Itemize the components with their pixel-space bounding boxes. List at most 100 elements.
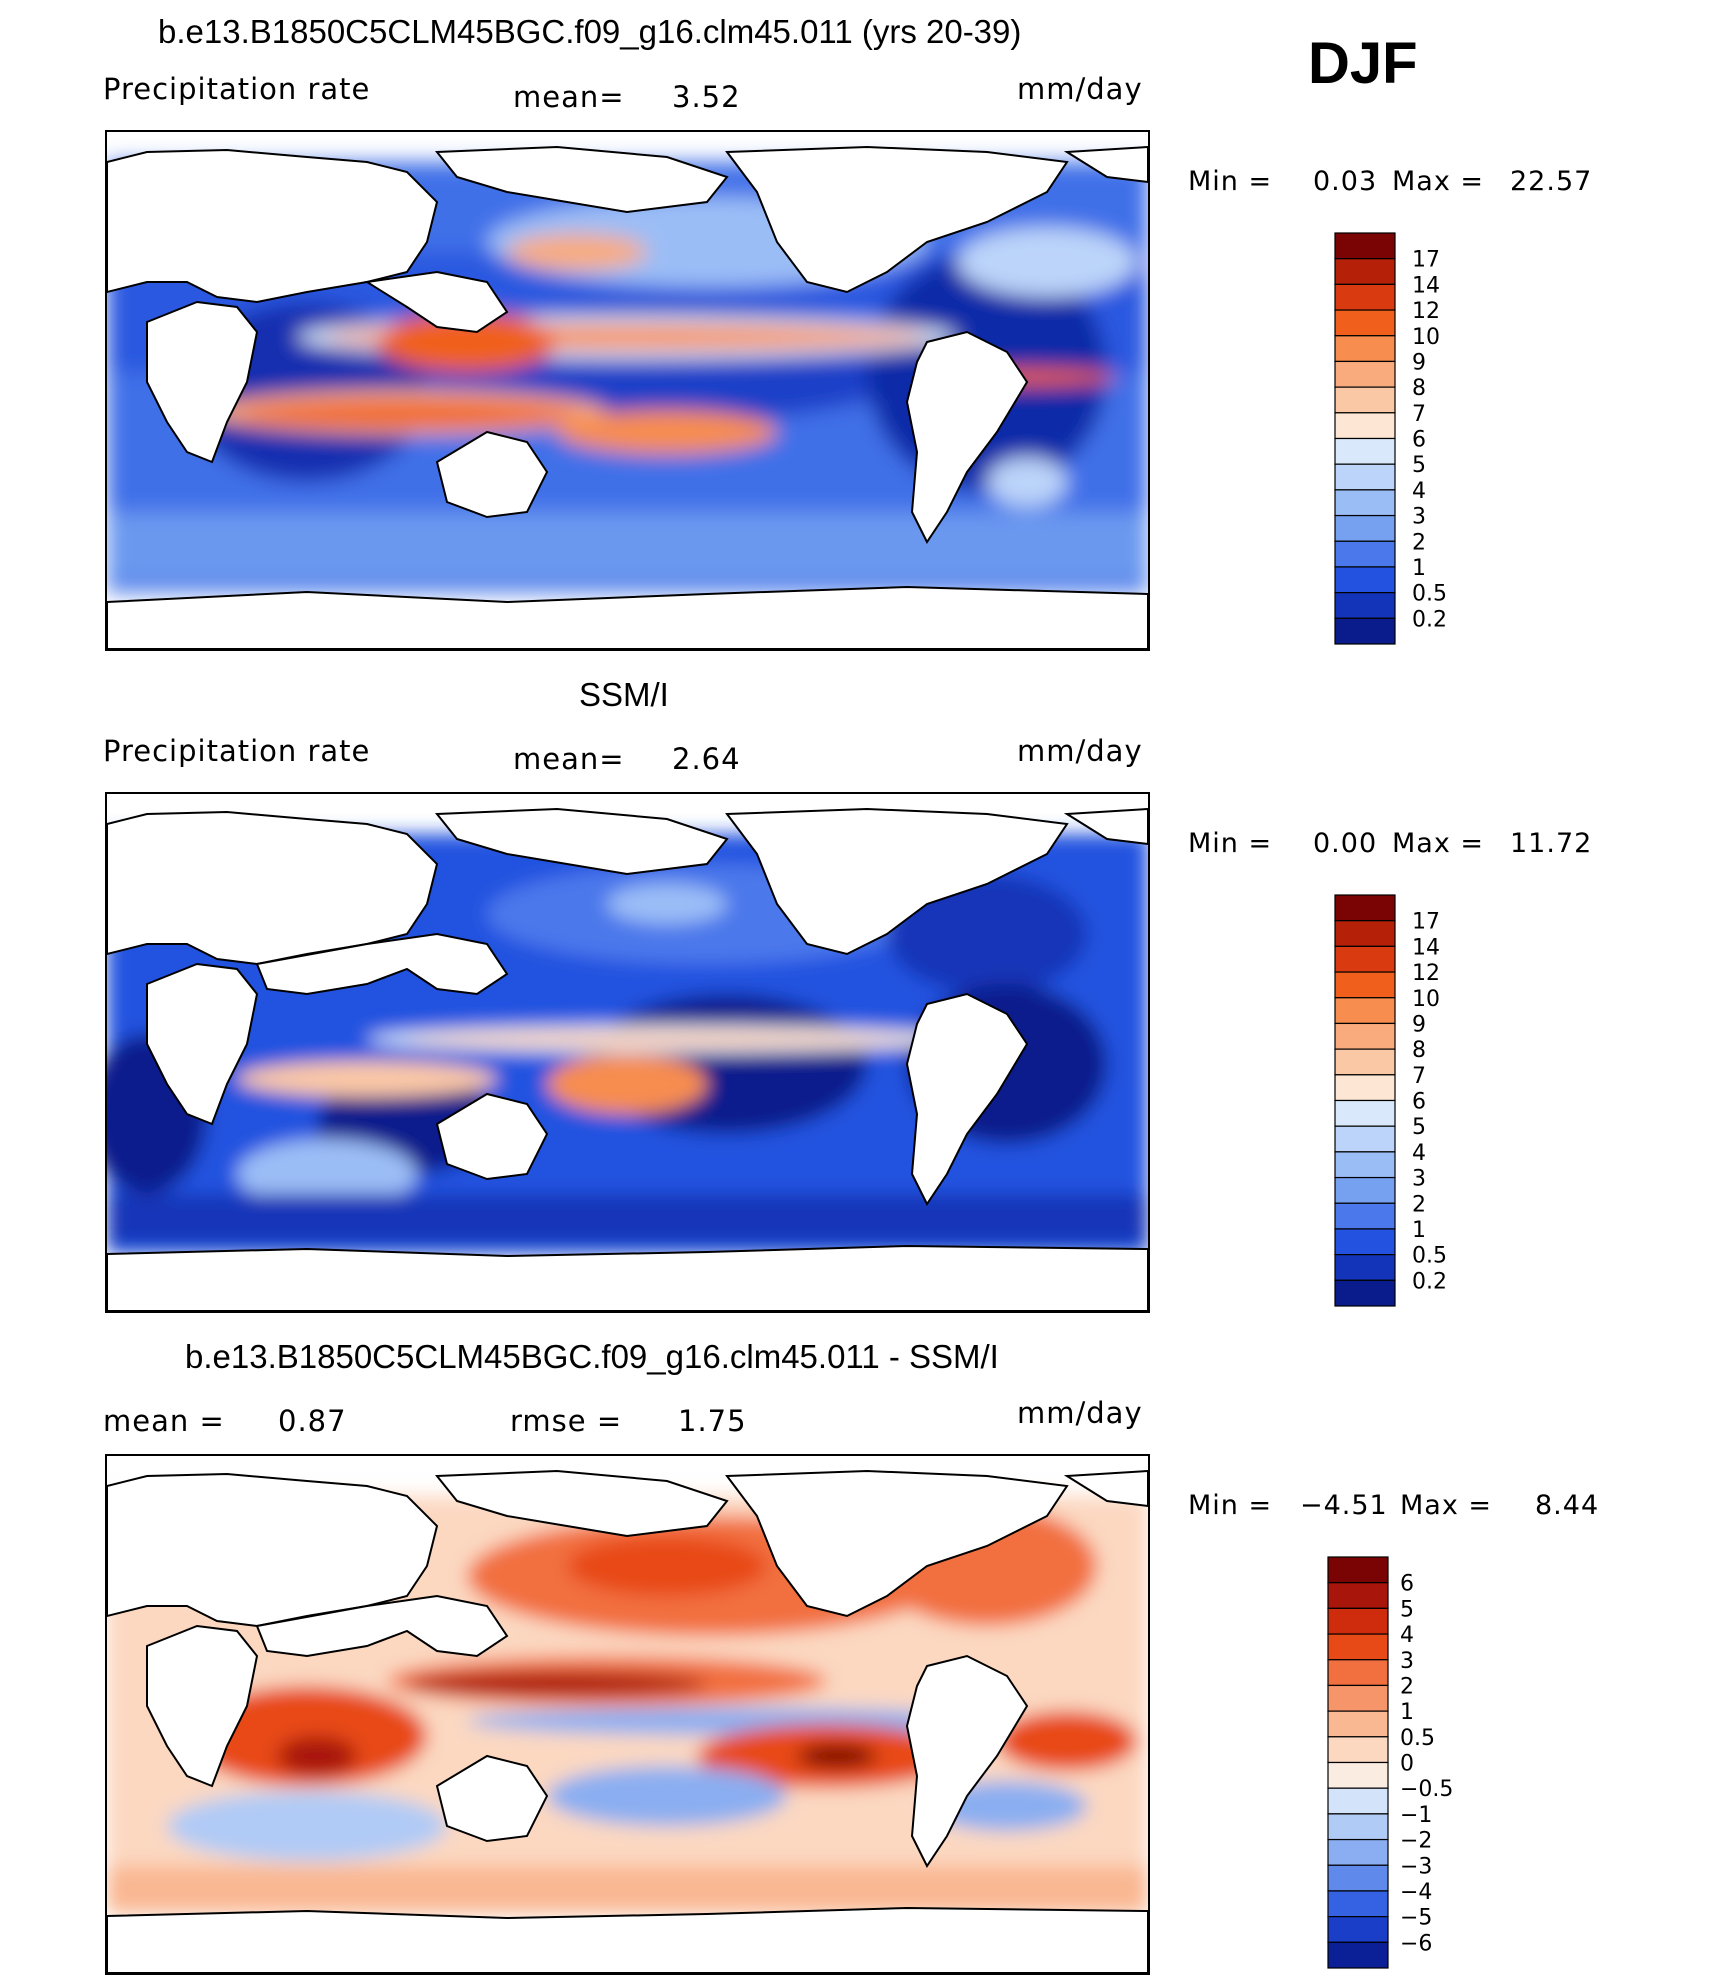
colorbar-swatch [1334, 1151, 1396, 1179]
colorbar-tick-label: 1 [1400, 1700, 1414, 1725]
colorbar-swatch [1327, 1633, 1389, 1661]
colorbar-swatch [1327, 1916, 1389, 1943]
colorbar-swatch [1327, 1659, 1389, 1687]
colorbar-swatch [1334, 617, 1396, 645]
panel-3-mean-value: 0.87 [278, 1404, 347, 1438]
colorbar-swatch [1334, 1048, 1396, 1076]
colorbar-swatch [1334, 971, 1396, 999]
colorbar-swatch [1334, 997, 1396, 1025]
colorbar-swatch [1334, 489, 1396, 517]
colorbar-swatch [1334, 945, 1396, 973]
colorbar-tick-label: 7 [1412, 1064, 1426, 1089]
colorbar-tick-label: 3 [1400, 1649, 1414, 1674]
colorbar-swatch [1334, 540, 1396, 568]
colorbar-tick-label: 14 [1412, 935, 1440, 960]
panel-3-land [107, 1469, 1148, 1973]
colorbar-tick-label: 8 [1412, 1038, 1426, 1063]
colorbar-swatch [1327, 1787, 1389, 1815]
colorbar-swatch [1334, 309, 1396, 337]
colorbar-swatch [1334, 463, 1396, 491]
colorbar-swatch [1334, 920, 1396, 947]
colorbar-tick-label: 7 [1412, 402, 1426, 427]
colorbar-swatch [1334, 437, 1396, 465]
colorbar-swatch [1334, 1254, 1396, 1281]
colorbar-tick-label: 10 [1412, 325, 1440, 350]
panel-1-min-value: 0.03 [1313, 166, 1378, 197]
colorbar-tick-label: −5 [1400, 1906, 1432, 1931]
colorbar-tick-label: 14 [1412, 273, 1440, 298]
colorbar-swatch [1334, 894, 1396, 922]
colorbar-swatch [1334, 412, 1396, 440]
colorbar-swatch [1327, 1556, 1389, 1584]
colorbar-tick-label: −2 [1400, 1829, 1432, 1854]
colorbar-tick-label: −0.5 [1400, 1777, 1453, 1802]
colorbar-tick-label: 0.5 [1400, 1726, 1435, 1751]
colorbar-tick-label: 0.5 [1412, 582, 1447, 607]
panel-1-map [105, 130, 1150, 651]
colorbar-swatch [1334, 1202, 1396, 1230]
panel-1-mean-label: mean= [513, 80, 625, 114]
colorbar-swatch [1334, 335, 1396, 363]
colorbar-tick-label: 6 [1412, 428, 1426, 453]
panel-2-min-label: Min = [1188, 828, 1273, 859]
colorbar-tick-label: 12 [1412, 299, 1440, 324]
colorbar-tick-label: 0.5 [1412, 1244, 1447, 1269]
panel-3-max-value: 8.44 [1535, 1490, 1600, 1521]
panel-1-land [107, 145, 1148, 649]
colorbar-swatch [1327, 1761, 1389, 1789]
panel-3-min-label: Min = [1188, 1490, 1273, 1521]
colorbar-tick-label: 3 [1412, 1167, 1426, 1192]
colorbar-swatch [1334, 1125, 1396, 1153]
colorbar-swatch [1334, 1279, 1396, 1307]
panel-3-map [105, 1454, 1150, 1975]
colorbar-swatch [1327, 1684, 1389, 1712]
colorbar-swatch [1327, 1710, 1389, 1738]
colorbar-tick-label: 6 [1412, 1090, 1426, 1115]
colorbar-tick-label: 2 [1412, 530, 1426, 555]
colorbar-swatch [1334, 1022, 1396, 1050]
colorbar-swatch [1327, 1582, 1389, 1609]
colorbar-tick-label: 3 [1412, 505, 1426, 530]
colorbar-swatch [1334, 1074, 1396, 1102]
panel-1-mean-value: 3.52 [672, 80, 741, 114]
panel-1-units: mm/day [1017, 72, 1143, 106]
colorbar-tick-label: 0.2 [1412, 607, 1447, 632]
colorbar-tick-label: 2 [1412, 1192, 1426, 1217]
colorbar-tick-label: 5 [1400, 1597, 1414, 1622]
panel-2-units: mm/day [1017, 734, 1143, 768]
colorbar-tick-label: 12 [1412, 961, 1440, 986]
colorbar-tick-label: −1 [1400, 1803, 1432, 1828]
panel-1-variable-label: Precipitation rate [103, 72, 371, 106]
colorbar-tick-label: 4 [1400, 1623, 1414, 1648]
colorbar-tick-label: 17 [1412, 248, 1440, 273]
panel-3-title: b.e13.B1850C5CLM45BGC.f09_g16.clm45.011 … [185, 1338, 999, 1375]
colorbar-tick-label: 9 [1412, 1012, 1426, 1037]
panel-3-units: mm/day [1017, 1396, 1143, 1430]
panel-2-mean-label: mean= [513, 742, 625, 776]
colorbar-swatch [1327, 1813, 1389, 1841]
colorbar-swatch [1334, 1176, 1396, 1204]
colorbar-tick-label: 4 [1412, 1141, 1426, 1166]
colorbar-swatch [1327, 1607, 1389, 1635]
colorbar-tick-label: 1 [1412, 556, 1426, 581]
colorbar-tick-label: 1 [1412, 1218, 1426, 1243]
colorbar-tick-label: 10 [1412, 987, 1440, 1012]
panel-2-min-value: 0.00 [1313, 828, 1378, 859]
colorbar-tick-label: −4 [1400, 1880, 1432, 1905]
colorbar-swatch [1327, 1838, 1389, 1866]
colorbar-tick-label: 5 [1412, 453, 1426, 478]
colorbar-tick-label: −3 [1400, 1854, 1432, 1879]
colorbar-tick-label: 0 [1400, 1752, 1414, 1777]
panel-2-title: SSM/I [579, 676, 669, 713]
panel-2-variable-label: Precipitation rate [103, 734, 371, 768]
colorbar-tick-label: 0.2 [1412, 1269, 1447, 1294]
colorbar-tick-label: 4 [1412, 479, 1426, 504]
panel-2-land [107, 807, 1148, 1311]
colorbar-swatch [1334, 232, 1396, 260]
colorbar-tick-label: 2 [1400, 1674, 1414, 1699]
colorbar-tick-label: 6 [1400, 1572, 1414, 1597]
colorbar-swatch [1334, 566, 1396, 594]
